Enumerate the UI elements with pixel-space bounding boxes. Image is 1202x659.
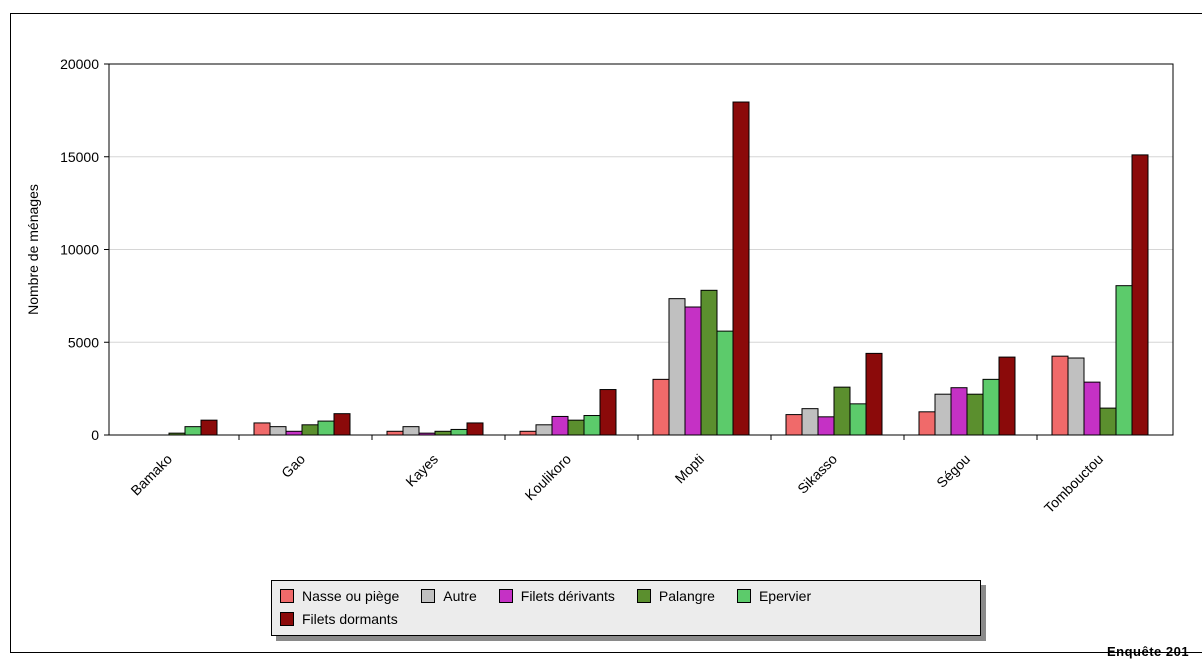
bar [535,424,553,436]
source-note: Enquête 201 [1107,644,1190,659]
legend-label: Nasse ou piège [302,587,400,604]
legend-swatch [636,588,651,603]
bar [466,422,484,436]
bar [732,101,750,436]
bar [1099,407,1117,436]
bar [833,386,851,436]
x-tick-label: Tombouctou [1041,451,1106,516]
bar [918,411,936,436]
bar [333,413,351,436]
legend-item: Autre [421,584,477,607]
legend-item: Epervier [736,584,812,607]
bar [285,430,303,436]
bar [668,298,686,436]
legend-swatch [421,588,436,603]
bar [567,419,585,436]
legend-swatch [498,588,513,603]
bar [1131,154,1149,436]
x-tick-label: Kayes [402,451,441,490]
legend-item: Filets dérivants [498,584,615,607]
bar [269,426,287,436]
x-tick-label: Ségou [933,451,973,491]
y-tick-label: 15000 [60,149,99,165]
bar [402,426,420,436]
bar [301,424,319,436]
bar [684,306,702,436]
legend-label: Autre [443,587,477,604]
legend-item: Nasse ou piège [280,584,399,607]
bar [934,393,952,436]
bar [184,426,202,436]
bar [998,356,1016,436]
bar [1067,357,1085,436]
y-tick-label: 10000 [60,242,99,258]
bar [849,403,867,436]
legend-swatch [736,588,751,603]
x-tick-label: Bamako [127,451,175,499]
bar [1051,355,1069,436]
y-tick-label: 0 [91,427,99,443]
bar [801,408,819,436]
bar [1115,285,1133,436]
legend-swatch [280,611,294,626]
bar [700,289,718,436]
legend-label: Filets dormants [302,610,398,627]
bar [317,420,335,436]
bar [386,430,404,436]
legend-item: Palangre [636,584,715,607]
bar [450,428,468,436]
x-tick-label: Sikasso [794,451,840,497]
bar [434,430,452,436]
chart-legend: Nasse ou piège Autre Filets dérivants Palan… [271,580,981,636]
bar [950,387,968,436]
legend-label: Epervier [758,587,812,604]
chart-frame: 0 5000 10000 15000 20000 Nombre de ménages Bam… [10,13,1202,659]
y-tick-label: 20000 [60,56,99,72]
bar [519,430,537,436]
bar [200,419,218,436]
bar [966,393,984,436]
x-tick-label: Koulikoro [522,451,575,504]
bar [785,414,803,436]
bar [599,389,617,436]
bar [865,352,883,436]
x-tick-label: Mopti [672,451,708,487]
y-axis-label: Nombre de ménages [25,184,41,315]
bar [583,415,601,436]
bar [1083,381,1101,436]
legend-label: Filets dérivants [520,587,615,604]
bar [652,378,670,436]
y-tick-label: 5000 [68,334,99,350]
x-tick-label: Gao [278,451,308,481]
bar [716,330,734,436]
bar [551,415,569,436]
bar [253,422,271,436]
bar [817,416,835,436]
legend-item: Filets dormants [280,607,398,630]
chart-canvas: 0 5000 10000 15000 20000 Nombre de ménages Bam… [25,56,1174,516]
bar [982,378,1000,436]
legend-label: Palangre [658,587,715,604]
legend-swatch [280,588,294,603]
